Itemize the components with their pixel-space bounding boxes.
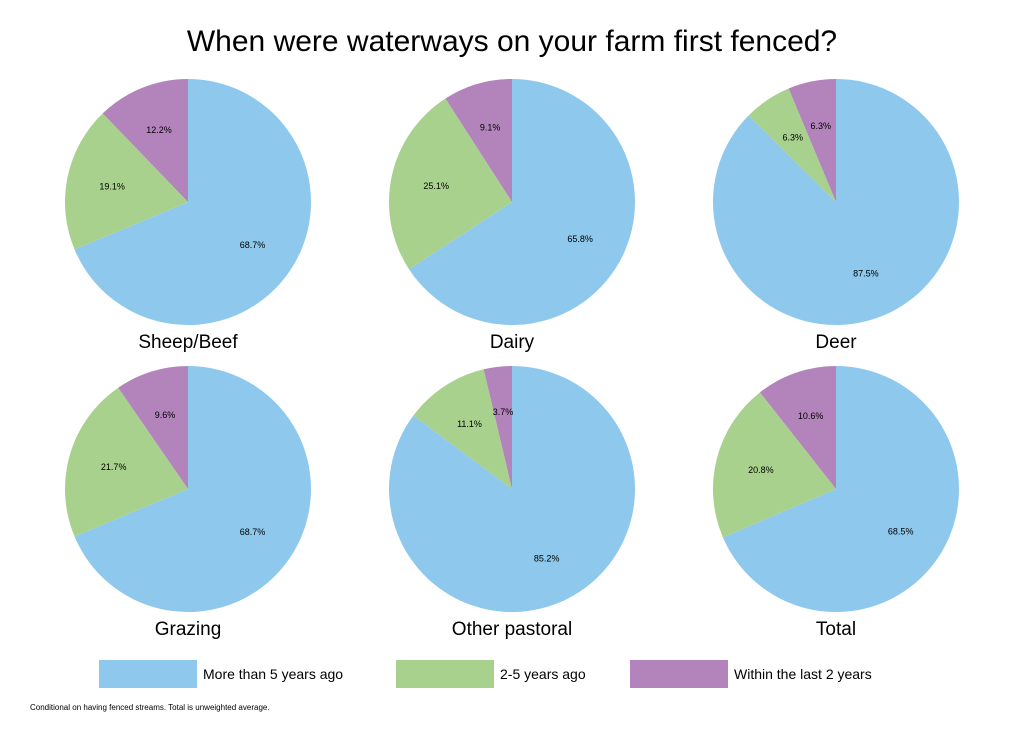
slice-label-dairy-2-5-years: 25.1%	[423, 181, 449, 191]
pie-caption-other-pastoral: Other pastoral	[452, 619, 572, 640]
pie-grazing: 68.7% 21.7% 9.6% Grazing	[65, 366, 311, 640]
slice-label-sheep-beef-more-than-5-years: 68.7%	[240, 240, 266, 250]
pie-caption-grazing: Grazing	[155, 619, 222, 640]
pie-slice-grazing-more-than-5-years	[74, 366, 311, 612]
pie-slice-grazing-within-last-2-years	[118, 366, 188, 489]
slice-label-dairy-within-last-2-years: 9.1%	[480, 123, 501, 133]
chart-title: When were waterways on your farm first f…	[186, 25, 838, 58]
slice-label-deer-more-than-5-years: 87.5%	[853, 269, 879, 279]
legend-swatch-more-than-5-years	[99, 660, 197, 688]
slice-label-total-2-5-years: 20.8%	[748, 465, 774, 475]
slice-label-deer-2-5-years: 6.3%	[782, 133, 803, 143]
legend-swatch-2-5-years	[396, 660, 494, 688]
pie-sheep-beef: 68.7% 19.1% 12.2% Sheep/Beef	[64, 79, 311, 353]
legend-label-more-than-5-years: More than 5 years ago	[203, 666, 344, 682]
pie-charts: 68.7% 19.1% 12.2% Sheep/Beef 65.8% 25.1% 9.1% D…	[64, 79, 960, 640]
slice-label-grazing-more-than-5-years: 68.7%	[240, 527, 266, 537]
slice-label-grazing-within-last-2-years: 9.6%	[155, 410, 176, 420]
pie-slice-sheep-beef-within-last-2-years	[102, 79, 188, 202]
slice-label-other-pastoral-2-5-years: 11.1%	[457, 419, 482, 429]
pie-slice-dairy-within-last-2-years	[445, 79, 512, 202]
legend: More than 5 years ago 2-5 years ago With…	[0, 658, 1024, 690]
legend-label-within-last-2-years: Within the last 2 years	[734, 666, 872, 682]
pie-total: 68.5% 20.8% 10.6% Total	[713, 366, 960, 640]
slice-label-grazing-2-5-years: 21.7%	[101, 462, 127, 472]
slice-label-deer-within-last-2-years: 6.3%	[811, 121, 832, 131]
pie-caption-deer: Deer	[815, 332, 857, 353]
pie-slice-sheep-beef-2-5-years	[64, 113, 188, 250]
pie-other-pastoral: 85.2% 11.1% 3.7% Other pastoral	[389, 366, 636, 640]
footnote: Conditional on having fenced streams. To…	[30, 703, 270, 712]
legend-item-more-than-5-years: More than 5 years ago	[99, 658, 343, 690]
pie-slice-total-2-5-years	[713, 392, 836, 538]
pie-dairy: 65.8% 25.1% 9.1% Dairy	[388, 79, 635, 353]
legend-swatch-within-last-2-years	[630, 660, 728, 688]
slice-label-other-pastoral-within-last-2-years: 3.7%	[493, 407, 514, 417]
pie-slice-dairy-2-5-years	[388, 98, 512, 270]
slice-label-sheep-beef-within-last-2-years: 12.2%	[146, 125, 172, 135]
pie-slice-other-pastoral-within-last-2-years	[483, 366, 512, 489]
pie-slice-dairy-more-than-5-years	[408, 79, 635, 325]
legend-item-2-5-years: 2-5 years ago	[396, 658, 586, 690]
pie-deer: 87.5% 6.3% 6.3% Deer	[712, 79, 959, 353]
pie-slice-other-pastoral-2-5-years	[413, 369, 512, 489]
slice-label-sheep-beef-2-5-years: 19.1%	[99, 181, 125, 191]
slice-label-total-within-last-2-years: 10.6%	[798, 411, 824, 421]
pie-slice-total-within-last-2-years	[759, 366, 836, 489]
pie-slice-deer-2-5-years	[748, 88, 836, 202]
slice-label-other-pastoral-more-than-5-years: 85.2%	[534, 553, 560, 563]
legend-label-2-5-years: 2-5 years ago	[500, 666, 586, 682]
pie-slice-sheep-beef-more-than-5-years	[74, 79, 311, 325]
pie-slice-total-more-than-5-years	[722, 366, 960, 613]
pie-slice-grazing-2-5-years	[65, 387, 188, 537]
slice-label-total-more-than-5-years: 68.5%	[888, 527, 914, 537]
pie-caption-dairy: Dairy	[490, 332, 535, 353]
pie-caption-total: Total	[816, 619, 856, 640]
pie-caption-sheep-beef: Sheep/Beef	[138, 332, 238, 353]
pie-slice-deer-more-than-5-years	[712, 79, 959, 325]
legend-item-within-last-2-years: Within the last 2 years	[630, 658, 872, 690]
pie-slice-deer-within-last-2-years	[788, 79, 836, 202]
slice-label-dairy-more-than-5-years: 65.8%	[567, 234, 593, 244]
pie-slice-other-pastoral-more-than-5-years	[389, 366, 636, 612]
